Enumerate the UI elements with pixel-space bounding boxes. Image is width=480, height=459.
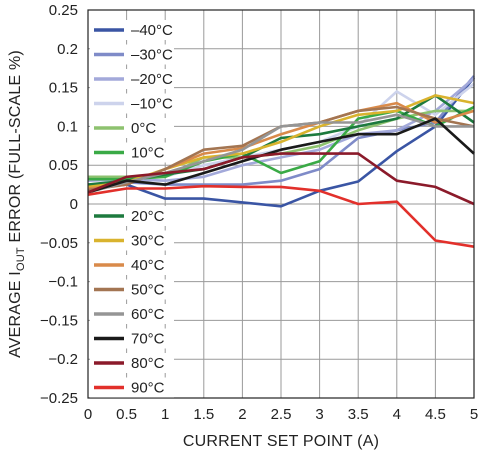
legend-backdrop (90, 255, 174, 275)
x-tick-label: 0.5 (116, 406, 137, 423)
series-line-0 (87, 76, 476, 208)
y-axis-title-before: AVERAGE I (7, 271, 24, 358)
legend-label-0: –40°C (131, 22, 173, 39)
series-line-2 (87, 77, 475, 182)
x-tick-label: 4 (393, 406, 401, 423)
y-tick-label: 0.2 (57, 41, 78, 58)
y-tick-label: −0.05 (40, 235, 78, 252)
legend-label-7: 30°C (131, 233, 165, 250)
legend-label-12: 80°C (131, 355, 165, 372)
y-tick-label: −0.15 (40, 312, 78, 329)
x-tick-label: 3.5 (348, 406, 369, 423)
y-axis-title-subscript: OUT (15, 247, 27, 271)
legend-label-10: 60°C (131, 306, 165, 323)
y-tick-label: −0.25 (40, 390, 78, 407)
y-tick-label: −0.2 (48, 351, 78, 368)
legend-backdrop (90, 230, 174, 251)
legend-label-1: –30°C (131, 47, 173, 64)
x-tick-label: 4.5 (425, 406, 446, 423)
legend-label-5: 10°C (131, 145, 165, 162)
x-tick-label: 2.5 (271, 406, 292, 423)
y-tick-label: 0.1 (57, 118, 78, 135)
legend-label-11: 70°C (131, 331, 165, 348)
y-axis-title-after: ERROR (FULL-SCALE %) (7, 50, 24, 247)
legend-backdrop (90, 206, 174, 226)
legend-backdrop (90, 304, 174, 324)
y-tick-label: 0.15 (49, 80, 78, 97)
plot-frame (87, 9, 475, 399)
y-tick-labels: 0.25 0.2 0.15 0.1 0.05 0 −0.05 −0.1 −0.15 −0.2 −0.… (40, 2, 78, 407)
legend-backdrop (90, 279, 174, 300)
legend-label-8: 40°C (131, 257, 165, 274)
series-line-11 (87, 117, 475, 194)
y-tick-label: 0 (70, 196, 78, 213)
series-line-12 (87, 152, 475, 206)
x-tick-label: 0 (84, 406, 92, 423)
legend-backdrop (90, 118, 174, 138)
legend-backdrop (90, 44, 174, 65)
series-line-13 (87, 184, 475, 248)
x-tick-label: 3 (315, 406, 323, 423)
x-tick-label: 5 (470, 406, 478, 423)
legend-label-4: 0°C (131, 120, 156, 137)
legend-label-9: 50°C (131, 282, 165, 299)
legend-backdrop (90, 20, 174, 40)
x-axis-title: CURRENT SET POINT (A) (183, 433, 379, 450)
legend-backdrop (90, 328, 174, 349)
y-tick-label: 0.05 (49, 157, 78, 174)
legend-backdrop (90, 93, 174, 114)
legend-backdrop (90, 142, 174, 163)
x-tick-labels: 0 0.5 1 1.5 2 2.5 3 3.5 4 4.5 5 (84, 406, 478, 423)
legend-label-13: 90°C (131, 380, 165, 397)
y-tick-label: 0.25 (49, 2, 78, 19)
x-tick-label: 2 (238, 406, 246, 423)
y-tick-label: −0.1 (48, 274, 78, 291)
legend-backdrop (90, 69, 174, 89)
legend-label-2: –20°C (131, 71, 173, 88)
series-lines (87, 75, 476, 248)
x-tick-label: 1 (161, 406, 169, 423)
y-axis-title: AVERAGE IOUT ERROR (FULL-SCALE %) (7, 50, 27, 358)
legend-backdrop (90, 377, 174, 398)
x-tick-label: 1.5 (193, 406, 214, 423)
legend-label-3: –10°C (131, 96, 173, 113)
legend: –40°C –30°C –20°C –10°C 0°C 10°C 20°C 30°C 40°C 5… (90, 20, 174, 398)
legend-label-6: 20°C (131, 208, 165, 225)
series-line-10 (87, 113, 474, 194)
legend-backdrop (90, 353, 174, 373)
